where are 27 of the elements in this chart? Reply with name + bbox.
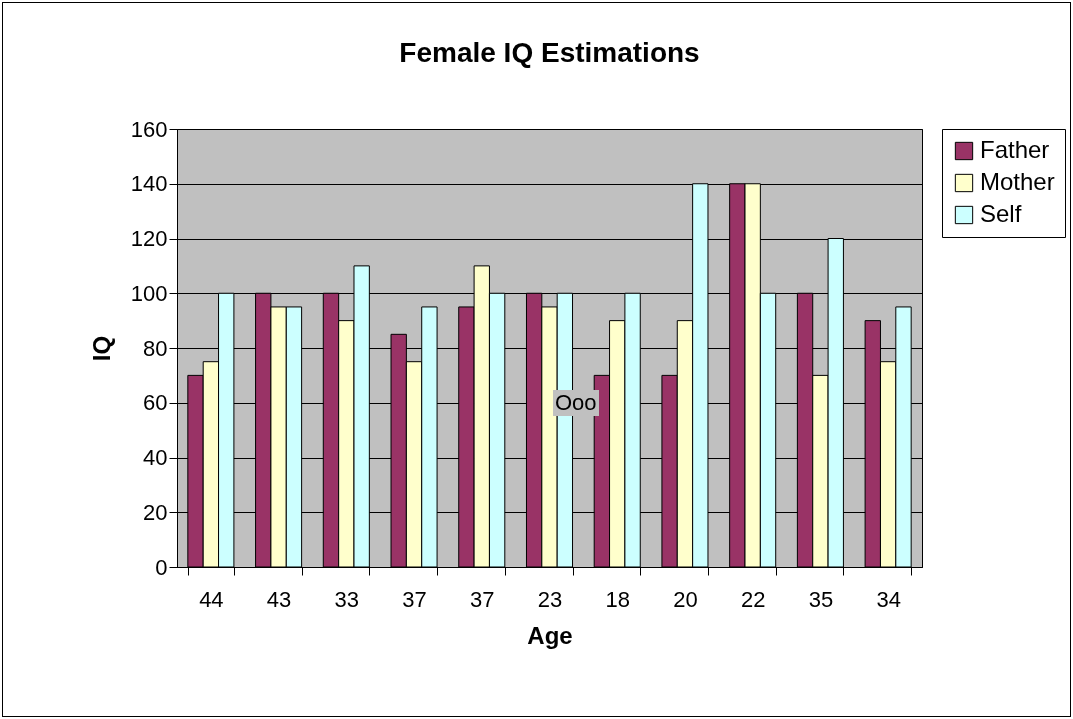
y-tick-label: 100 xyxy=(130,280,168,306)
annotation: Ooo xyxy=(553,390,599,416)
legend-label: Self xyxy=(980,200,1022,227)
legend-label: Father xyxy=(980,136,1050,163)
y-tick-label: 40 xyxy=(143,445,168,470)
y-tick-label: 0 xyxy=(155,554,168,580)
x-tick-label: 35 xyxy=(808,586,834,612)
x-tick-label: 37 xyxy=(470,586,495,612)
x-tick-label: 22 xyxy=(740,586,766,612)
y-tick-label: 160 xyxy=(130,116,168,142)
x-tick-label: 23 xyxy=(537,586,563,612)
x-tick-label: 18 xyxy=(605,586,630,612)
y-axis-title: IQ xyxy=(87,335,115,362)
y-tick-label: 20 xyxy=(143,499,168,525)
y-tick-label: 80 xyxy=(143,335,168,361)
y-tick-label: 140 xyxy=(130,171,168,197)
chart-title: Female IQ Estimations xyxy=(399,37,700,68)
x-tick-label: 20 xyxy=(673,586,698,612)
x-tick-label: 33 xyxy=(334,586,360,612)
x-tick-label: 44 xyxy=(199,586,224,612)
y-tick-label: 120 xyxy=(130,226,168,251)
y-tick-label: 60 xyxy=(143,390,168,416)
x-tick-label: 43 xyxy=(266,586,292,612)
x-tick-label: 34 xyxy=(876,586,901,612)
x-axis-title: Age xyxy=(527,621,573,649)
x-tick-label: 37 xyxy=(402,586,427,612)
legend-label: Mother xyxy=(980,168,1055,195)
